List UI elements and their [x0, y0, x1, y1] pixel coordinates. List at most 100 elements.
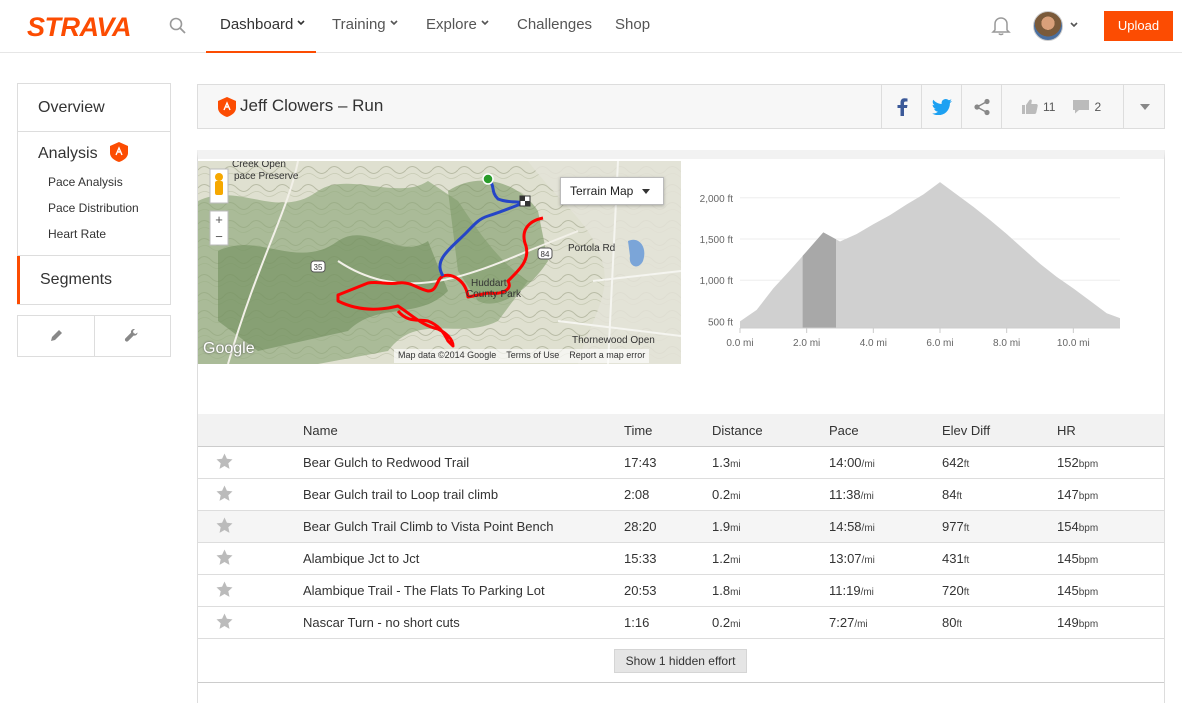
facebook-icon — [897, 97, 907, 116]
map-type-dropdown[interactable]: Terrain Map — [560, 177, 664, 205]
sidebar-tools — [17, 315, 171, 357]
segment-elev-value: 642 — [942, 455, 964, 470]
search-icon[interactable] — [168, 16, 188, 36]
segment-hr-value: 145 — [1057, 583, 1079, 598]
share-button[interactable] — [961, 85, 1001, 128]
star-icon[interactable] — [216, 613, 233, 630]
more-options-button[interactable] — [1123, 85, 1165, 128]
segment-distance-unit: mi — [730, 459, 741, 470]
col-elev-diff[interactable]: Elev Diff — [942, 423, 991, 438]
edit-button[interactable] — [18, 316, 94, 356]
chevron-down-icon[interactable] — [1069, 20, 1079, 30]
nav-challenges[interactable]: Challenges — [517, 16, 593, 33]
col-pace[interactable]: Pace — [829, 423, 859, 438]
segment-hr-value: 145 — [1057, 551, 1079, 566]
nav-explore-label: Explore — [426, 16, 477, 33]
star-icon[interactable] — [216, 549, 233, 566]
y-tick-label: 2,000 ft — [700, 194, 734, 205]
report-map-error-link[interactable]: Report a map error — [569, 350, 646, 360]
segment-elev-unit: ft — [963, 523, 970, 534]
segment-pace: 14:00/mi — [829, 455, 875, 470]
show-hidden-effort-button[interactable]: Show 1 hidden effort — [614, 649, 747, 673]
y-tick-label: 1,500 ft — [700, 235, 734, 246]
segment-elev-value: 977 — [942, 519, 964, 534]
nav-training[interactable]: Training — [332, 0, 398, 53]
actions-button[interactable] — [93, 316, 171, 356]
upload-button[interactable]: Upload — [1104, 11, 1173, 41]
segment-distance: 0.2mi — [712, 615, 741, 630]
segment-name-link[interactable]: Bear Gulch Trail Climb to Vista Point Be… — [303, 519, 554, 534]
kudos-button[interactable]: 11 — [1022, 99, 1055, 114]
facebook-share-button[interactable] — [881, 85, 921, 128]
sidebar-item-analysis[interactable]: Analysis — [38, 141, 170, 169]
segment-name-link[interactable]: Alambique Trail - The Flats To Parking L… — [303, 583, 545, 598]
col-distance[interactable]: Distance — [712, 423, 763, 438]
segment-hr: 145bpm — [1057, 551, 1098, 566]
segment-hr-value: 147 — [1057, 487, 1079, 502]
segment-time: 28:20 — [624, 519, 657, 534]
segment-elev-diff: 977ft — [942, 519, 969, 534]
sidebar-item-pace-analysis[interactable]: Pace Analysis — [48, 175, 123, 189]
nav-shop[interactable]: Shop — [615, 16, 651, 33]
segment-pace-unit: /mi — [860, 491, 874, 502]
col-time[interactable]: Time — [624, 423, 653, 438]
segment-name-link[interactable]: Alambique Jct to Jct — [303, 551, 420, 566]
star-icon[interactable] — [216, 517, 233, 534]
sidebar-item-analysis-label: Analysis — [38, 145, 98, 162]
segment-pace-value: 11:19 — [829, 583, 861, 598]
col-hr[interactable]: HR — [1057, 423, 1076, 438]
caret-down-icon — [642, 189, 650, 194]
table-row[interactable]: Bear Gulch to Redwood Trail 17:43 1.3mi 14:… — [198, 447, 1164, 479]
segment-time: 1:16 — [624, 615, 650, 630]
segment-pace: 11:19/mi — [829, 583, 874, 598]
svg-text:+: + — [215, 212, 223, 227]
avatar[interactable] — [1033, 11, 1063, 41]
segment-elev-value: 431 — [942, 551, 964, 566]
segment-name-link[interactable]: Nascar Turn - no short cuts — [303, 615, 460, 630]
segments-table-header: Name Time Distance Pace Elev Diff HR — [198, 414, 1164, 447]
strava-logo[interactable]: STRAVA — [27, 12, 132, 42]
star-icon[interactable] — [216, 453, 233, 470]
table-row[interactable]: Bear Gulch trail to Loop trail climb 2:08… — [198, 479, 1164, 511]
twitter-share-button[interactable] — [921, 85, 961, 128]
comments-button[interactable]: 2 — [1073, 99, 1101, 114]
segment-distance-value: 1.9 — [712, 519, 731, 534]
segment-pace-unit: /mi — [860, 587, 874, 598]
bell-icon[interactable] — [990, 14, 1012, 36]
table-row[interactable]: Alambique Jct to Jct 15:33 1.2mi 13:07/mi 43… — [198, 543, 1164, 575]
segment-name-link[interactable]: Bear Gulch to Redwood Trail — [303, 455, 470, 470]
segment-hr-value: 154 — [1057, 519, 1079, 534]
segment-name-link[interactable]: Bear Gulch trail to Loop trail climb — [303, 487, 499, 502]
segment-distance-unit: mi — [730, 555, 741, 566]
share-icon — [973, 98, 990, 115]
terms-of-use-link[interactable]: Terms of Use — [506, 350, 560, 360]
segment-elev-unit: ft — [963, 555, 970, 566]
segment-distance: 1.3mi — [712, 455, 741, 470]
col-name[interactable]: Name — [303, 423, 338, 438]
map-data-credit: Map data ©2014 Google — [398, 350, 497, 360]
sidebar-item-heart-rate[interactable]: Heart Rate — [48, 227, 107, 241]
sidebar-section-analysis: Analysis Pace Analysis Pace Distribution… — [18, 132, 170, 256]
sidebar-item-pace-distribution[interactable]: Pace Distribution — [48, 201, 139, 215]
star-icon[interactable] — [216, 581, 233, 598]
segment-elev-value: 720 — [942, 583, 964, 598]
segment-elev-diff: 80ft — [942, 615, 962, 630]
sidebar-item-segments[interactable]: Segments — [17, 256, 170, 304]
kudos-count: 11 — [1043, 99, 1056, 114]
segment-elev-unit: ft — [963, 459, 970, 470]
table-row[interactable]: Nascar Turn - no short cuts 1:16 0.2mi 7:27… — [198, 607, 1164, 639]
segment-distance-value: 0.2 — [712, 487, 731, 502]
table-row[interactable]: Bear Gulch Trail Climb to Vista Point Be… — [198, 511, 1164, 543]
table-row[interactable]: Alambique Trail - The Flats To Parking L… — [198, 575, 1164, 607]
elevation-chart[interactable]: 0.0 mi 2.0 mi 4.0 mi 6.0 mi 8.0 mi 10.0 mi 2,0… — [690, 170, 1130, 355]
chevron-down-icon — [481, 20, 489, 26]
segment-hr: 152bpm — [1057, 455, 1098, 470]
star-icon[interactable] — [216, 485, 233, 502]
segment-elev-value: 80 — [942, 615, 957, 630]
sidebar-item-overview[interactable]: Overview — [18, 84, 170, 132]
segment-time: 15:33 — [624, 551, 657, 566]
nav-explore[interactable]: Explore — [426, 0, 489, 53]
nav-dashboard[interactable]: Dashboard — [206, 0, 316, 53]
segment-pace: 14:58/mi — [829, 519, 875, 534]
sidebar: Overview Analysis Pace Analysis Pace Dis… — [17, 83, 171, 357]
